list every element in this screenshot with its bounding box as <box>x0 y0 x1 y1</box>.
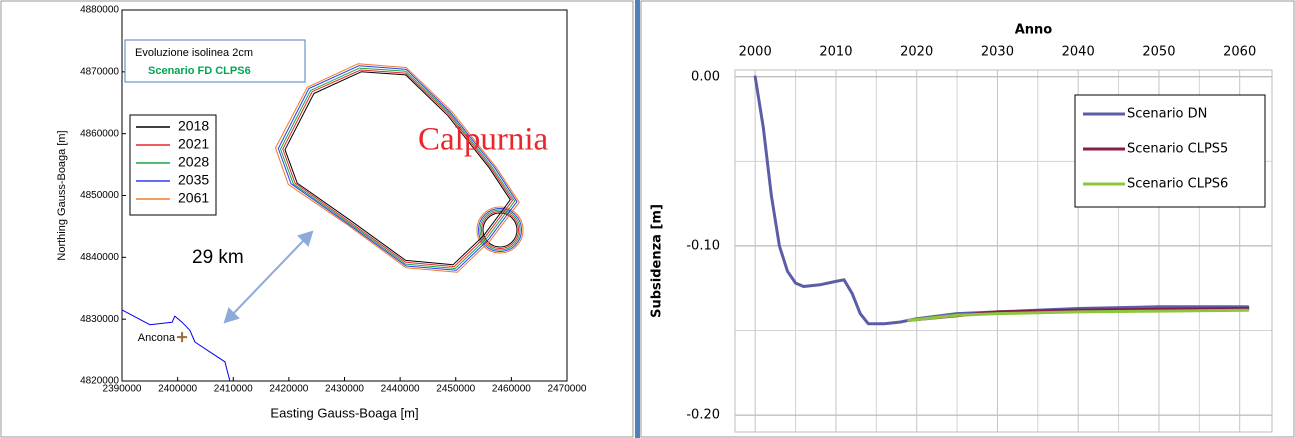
legend-label: Scenario DN <box>1127 107 1207 122</box>
series-line <box>121 309 231 382</box>
contour-circle <box>481 211 519 249</box>
legend-label: 2021 <box>178 136 209 152</box>
y-tick-label: 4860000 <box>80 128 119 139</box>
series-line <box>907 308 1250 322</box>
legend-label: 2061 <box>178 190 209 206</box>
annotation: Calpurnia <box>418 122 548 158</box>
y-axis-title: Northing Gauss-Boaga [m] <box>56 130 68 260</box>
plot-frame <box>734 69 1273 433</box>
x-tick-label: 2040 <box>1062 45 1095 60</box>
x-tick-label: 2420000 <box>269 384 308 395</box>
y-tick-label: 4880000 <box>80 5 119 16</box>
subsidence-chart: 0.00 -0.10 -0.20 2000 2010 2020 2030 2040 2050 20… <box>650 23 1273 433</box>
x-axis-title: Anno <box>1015 23 1053 38</box>
series-line <box>280 67 516 269</box>
title-box <box>124 39 306 83</box>
panel-border <box>640 0 1295 438</box>
marker-label: Ancona <box>138 332 176 344</box>
x-axis-title: Easting Gauss-Boaga [m] <box>270 405 418 420</box>
chart-title: Evoluzione isolinea 2cm <box>135 47 253 59</box>
y-tick-label: 4820000 <box>80 376 119 387</box>
x-tick-label: 2390000 <box>103 384 142 395</box>
annotation: 29 km <box>192 247 244 268</box>
arrow-head <box>297 230 314 247</box>
series-line <box>282 69 513 268</box>
x-tick-label: 2460000 <box>492 384 531 395</box>
x-tick-label: 2470000 <box>548 384 587 395</box>
y-axis-title: Subsidenza [m] <box>650 204 665 318</box>
x-tick-label: 2000 <box>739 45 772 60</box>
x-tick-label: 2020 <box>900 45 933 60</box>
y-tick-label: 4840000 <box>80 252 119 263</box>
x-tick-label: 2010 <box>819 45 852 60</box>
separator <box>635 0 640 438</box>
x-tick-label: 2410000 <box>214 384 253 395</box>
x-tick-label: 2030 <box>981 45 1014 60</box>
contour-circle <box>479 209 521 251</box>
series-line <box>284 71 511 266</box>
map-chart: 2390000 2400000 2410000 2420000 2430000 24400… <box>56 5 587 421</box>
contour-circle <box>478 208 522 252</box>
y-tick-label: 0.00 <box>691 69 720 84</box>
x-tick-label: 2440000 <box>381 384 420 395</box>
distance-arrow <box>223 230 314 324</box>
contour-circle <box>476 206 524 254</box>
y-tick-label: -0.20 <box>686 408 720 423</box>
chart-subtitle: Scenario FD CLPS6 <box>148 65 251 77</box>
y-tick-label: 4850000 <box>80 190 119 201</box>
series-line <box>275 63 520 273</box>
x-tick-label: 2450000 <box>436 384 475 395</box>
x-tick-label: 2060 <box>1223 45 1256 60</box>
y-tick-label: 4830000 <box>80 314 119 325</box>
legend-label: Scenario CLPS5 <box>1127 142 1228 157</box>
panel-border <box>0 0 634 438</box>
x-tick-label: 2430000 <box>325 384 364 395</box>
arrow-shaft <box>231 238 306 316</box>
y-tick-label: -0.10 <box>686 238 720 253</box>
y-tick-label: 4870000 <box>80 66 119 77</box>
legend-label: 2028 <box>178 154 209 170</box>
legend-label: Scenario CLPS6 <box>1127 177 1228 192</box>
x-tick-label: 2400000 <box>158 384 197 395</box>
legend-label: 2035 <box>178 172 209 188</box>
legend-label: 2018 <box>178 118 209 134</box>
x-tick-label: 2050 <box>1142 45 1175 60</box>
series-line <box>277 65 518 271</box>
arrow-head <box>223 307 240 324</box>
